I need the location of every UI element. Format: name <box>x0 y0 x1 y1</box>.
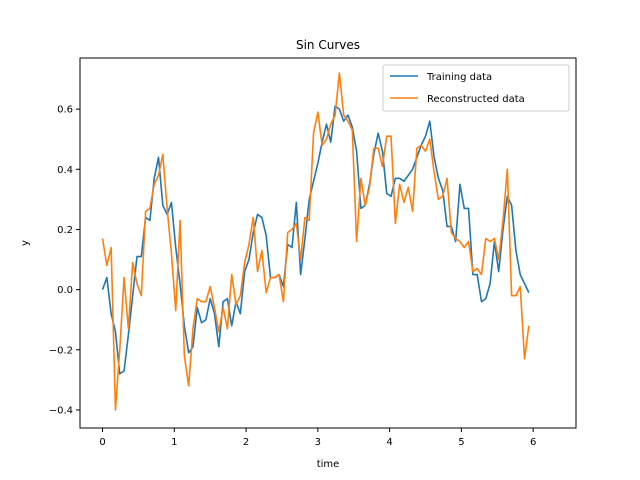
y-tick-label: −0.2 <box>49 345 73 356</box>
x-axis-label: time <box>317 459 340 470</box>
legend-label-reconstructed-data: Reconstructed data <box>427 94 525 105</box>
series-layer <box>101 72 530 411</box>
x-tick-label: 3 <box>315 437 321 448</box>
x-tick-label: 2 <box>243 437 249 448</box>
x-axis-ticks: 0 1 2 3 4 5 6 <box>99 428 536 448</box>
x-tick-label: 1 <box>171 437 177 448</box>
y-tick-label: 0.6 <box>57 105 73 116</box>
reconstructed-data-line <box>101 72 530 411</box>
y-tick-label: 0.0 <box>57 285 73 296</box>
axes-background <box>80 58 576 428</box>
x-tick-label: 6 <box>530 437 536 448</box>
plot-area <box>79 57 577 429</box>
legend-label-training-data: Training data <box>426 72 492 83</box>
x-tick-label: 0 <box>99 437 105 448</box>
x-tick-label: 4 <box>386 437 392 448</box>
legend: Training data Reconstructed data <box>382 64 570 112</box>
y-tick-label: 0.2 <box>57 225 73 236</box>
legend-box <box>382 64 570 112</box>
y-axis-label: y <box>20 240 31 246</box>
training-data-line <box>101 105 530 375</box>
y-tick-label: −0.4 <box>49 405 73 416</box>
chart-title: Sin Curves <box>296 38 360 52</box>
axes-frame <box>79 57 577 429</box>
y-tick-label: 0.4 <box>57 165 73 176</box>
x-tick-label: 5 <box>458 437 464 448</box>
y-axis-ticks: −0.4 −0.2 0.0 0.2 0.4 0.6 <box>49 105 80 416</box>
